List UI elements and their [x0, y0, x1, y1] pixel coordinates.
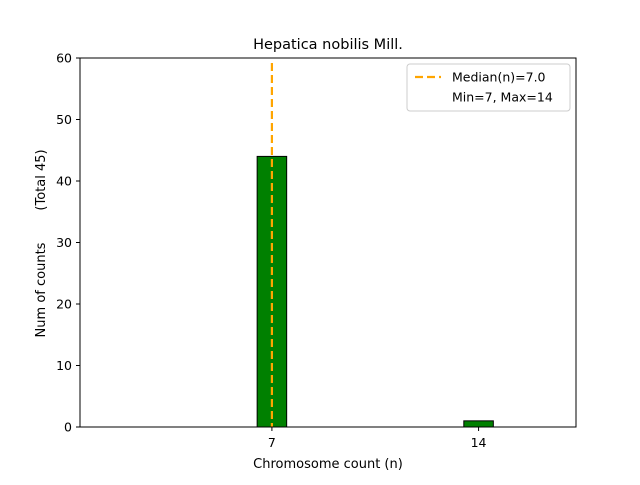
y-tick-label-10: 10 [56, 358, 72, 373]
y-tick-label-40: 40 [56, 174, 72, 189]
x-tick-label-14: 14 [471, 435, 487, 450]
y-tick-label-30: 30 [56, 235, 72, 250]
y-axis-label: Num of counts [34, 242, 49, 337]
y-axis-label-total: (Total 45) [34, 149, 49, 210]
y-tick-label-60: 60 [56, 51, 72, 66]
y-tick-label-50: 50 [56, 112, 72, 127]
plot-area: 0 10 20 30 40 50 60 7 14 [56, 51, 577, 450]
legend-entry-min-max: Min=7, Max=14 [452, 90, 553, 105]
y-tick-label-0: 0 [64, 420, 72, 435]
legend-entry-median: Median(n)=7.0 [452, 70, 546, 85]
legend: Median(n)=7.0 Min=7, Max=14 [406, 63, 571, 112]
y-tick-label-20: 20 [56, 297, 72, 312]
x-tick-label-7: 7 [268, 435, 276, 450]
chart-title: Hepatica nobilis Mill. [253, 37, 403, 53]
bar-14 [463, 420, 494, 428]
x-axis-label: Chromosome count (n) [253, 457, 403, 472]
legend-box [406, 63, 571, 112]
